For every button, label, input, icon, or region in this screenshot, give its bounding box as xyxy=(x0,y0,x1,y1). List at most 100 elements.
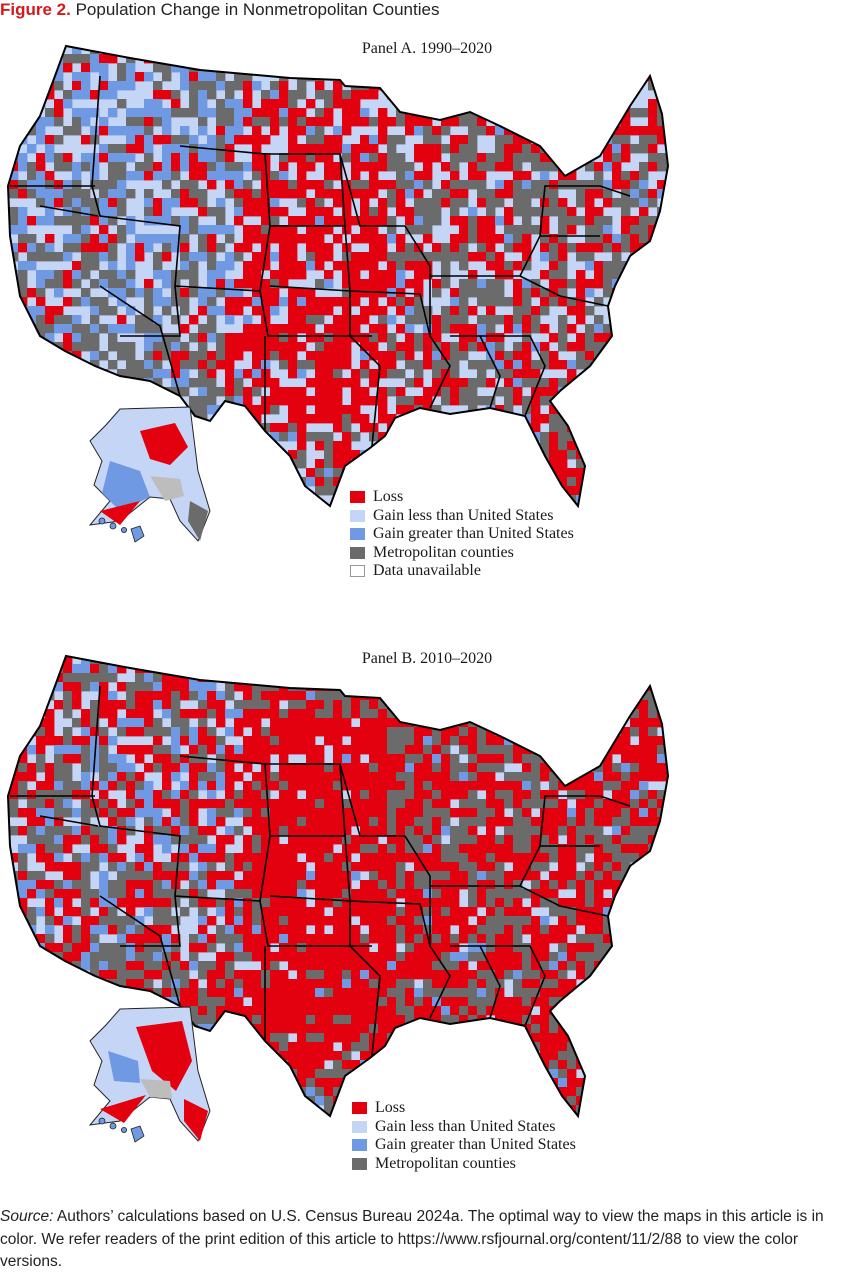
county-cell xyxy=(423,880,433,890)
county-cell xyxy=(360,162,370,172)
county-cell xyxy=(648,360,658,370)
county-cell xyxy=(126,880,136,890)
county-cell xyxy=(675,63,684,72)
county-cell xyxy=(558,736,568,746)
county-cell xyxy=(27,360,37,370)
county-cell xyxy=(666,513,675,522)
county-cell xyxy=(594,790,604,800)
county-cell xyxy=(603,450,613,460)
county-cell xyxy=(603,835,613,845)
county-cell xyxy=(180,198,190,208)
county-cell xyxy=(81,189,91,199)
county-cell xyxy=(243,63,253,73)
county-cell xyxy=(342,279,352,289)
county-cell xyxy=(243,99,253,109)
county-cell xyxy=(234,252,244,262)
county-cell xyxy=(621,790,631,800)
county-cell xyxy=(387,162,397,172)
county-cell xyxy=(288,306,298,316)
county-cell xyxy=(108,772,118,782)
county-cell xyxy=(450,754,460,764)
county-cell xyxy=(612,477,622,487)
county-cell xyxy=(8,754,10,764)
county-cell xyxy=(279,513,288,522)
county-cell xyxy=(288,99,298,109)
county-cell xyxy=(603,126,613,136)
county-cell xyxy=(648,700,658,710)
county-cell xyxy=(504,781,514,791)
county-cell xyxy=(54,513,63,522)
county-cell xyxy=(198,396,208,406)
county-cell xyxy=(324,691,334,701)
county-cell xyxy=(72,270,82,280)
county-cell xyxy=(486,81,496,91)
county-cell xyxy=(54,486,64,496)
county-cell xyxy=(315,477,325,487)
county-cell xyxy=(504,189,514,199)
county-cell xyxy=(198,432,208,442)
county-cell xyxy=(513,673,523,683)
county-cell xyxy=(585,459,595,469)
county-cell xyxy=(90,826,100,836)
county-cell xyxy=(9,495,19,505)
county-cell xyxy=(270,700,280,710)
county-cell xyxy=(351,790,361,800)
county-cell xyxy=(522,72,532,82)
county-cell xyxy=(450,853,460,863)
county-cell xyxy=(396,324,406,334)
county-cell xyxy=(423,441,433,451)
county-cell xyxy=(603,477,613,487)
county-cell xyxy=(522,871,532,881)
county-cell xyxy=(45,351,55,361)
county-cell xyxy=(666,736,668,746)
county-cell xyxy=(54,495,64,505)
county-cell xyxy=(171,171,181,181)
county-cell xyxy=(216,772,226,782)
county-cell xyxy=(648,297,658,307)
county-cell xyxy=(567,225,577,235)
county-cell xyxy=(279,826,289,836)
county-cell xyxy=(576,682,586,692)
county-cell xyxy=(558,270,568,280)
county-cell xyxy=(270,288,280,298)
county-cell xyxy=(459,808,469,818)
county-cell xyxy=(225,108,235,118)
county-cell xyxy=(504,441,514,451)
county-cell xyxy=(234,243,244,253)
county-cell xyxy=(558,853,568,863)
county-cell xyxy=(189,144,199,154)
county-cell xyxy=(360,862,370,872)
figure-title: Figure 2. Population Change in Nonmetrop… xyxy=(0,0,439,20)
county-cell xyxy=(495,333,505,343)
county-cell xyxy=(351,799,361,809)
county-cell xyxy=(594,72,604,82)
county-cell xyxy=(450,378,460,388)
county-cell xyxy=(252,342,262,352)
county-cell xyxy=(612,333,622,343)
county-cell xyxy=(351,781,361,791)
county-cell xyxy=(216,135,226,145)
county-cell xyxy=(63,826,73,836)
county-cell xyxy=(648,333,658,343)
county-cell xyxy=(8,871,10,881)
county-cell xyxy=(63,736,73,746)
county-cell xyxy=(288,736,298,746)
county-cell xyxy=(576,423,586,433)
county-cell xyxy=(648,799,658,809)
county-cell xyxy=(81,261,91,271)
county-cell xyxy=(522,324,532,334)
county-cell xyxy=(189,198,199,208)
county-cell xyxy=(576,835,586,845)
county-cell xyxy=(576,90,586,100)
county-cell xyxy=(288,727,298,737)
county-cell xyxy=(342,405,352,415)
county-cell xyxy=(648,772,658,782)
county-cell xyxy=(549,63,559,73)
county-cell xyxy=(27,162,37,172)
county-cell xyxy=(288,297,298,307)
county-cell xyxy=(630,369,640,379)
county-cell xyxy=(369,817,379,827)
county-cell xyxy=(378,126,388,136)
county-cell xyxy=(513,279,523,289)
county-cell xyxy=(117,880,127,890)
